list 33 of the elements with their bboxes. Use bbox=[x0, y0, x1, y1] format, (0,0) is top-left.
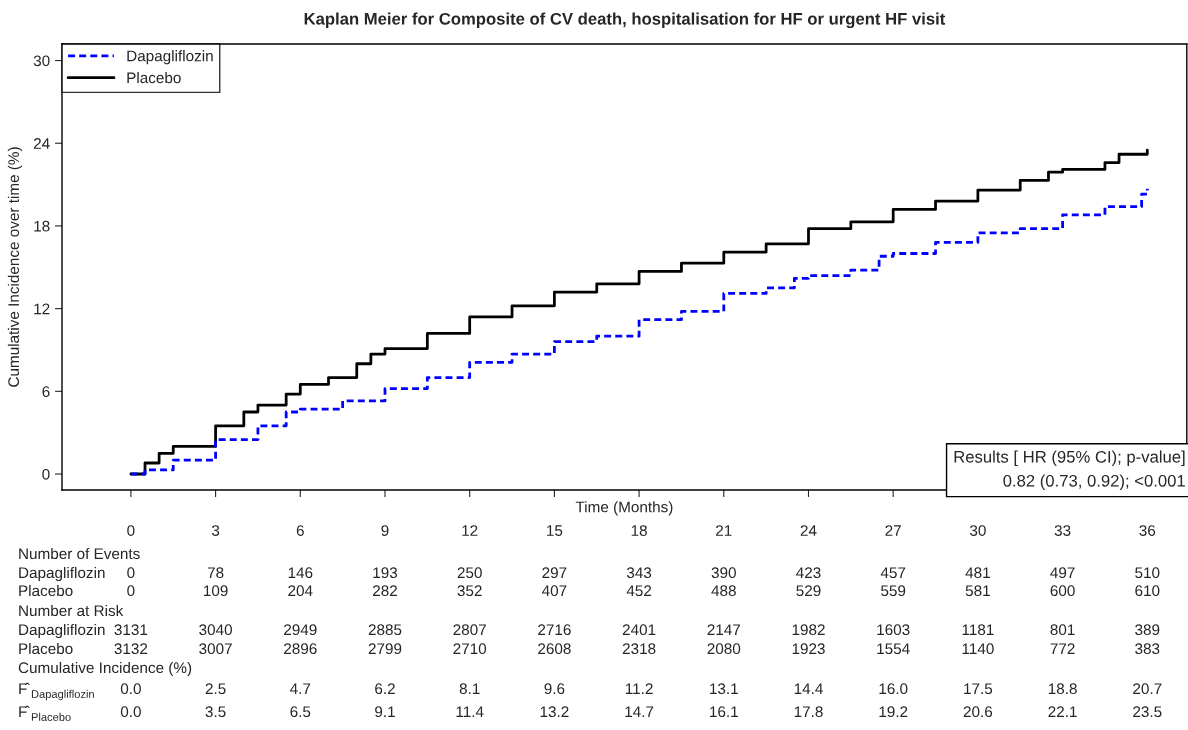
x-tick-label: 27 bbox=[885, 525, 901, 536]
text: Cumulative Incidence (%) bbox=[18, 661, 192, 677]
x-tick-label: 24 bbox=[800, 525, 817, 536]
y-axis-title: Cumulative Incidence over time (%) bbox=[7, 147, 23, 387]
x-tick-label: 9 bbox=[381, 525, 389, 536]
y-tick-label: 0 bbox=[42, 468, 50, 480]
x-tick-label: 36 bbox=[1139, 525, 1156, 536]
x-tick-label: 3 bbox=[211, 525, 220, 536]
x-tick-label: 21 bbox=[716, 525, 732, 536]
text: Placebo 3132 3007 2896 2799 2710 2608 2318 2080 1923 1554 1140 772 383 bbox=[19, 642, 1160, 655]
x-tick-label: 15 bbox=[547, 525, 563, 536]
legend-label: Placebo bbox=[127, 71, 181, 84]
x-axis-title: Time (Months) bbox=[575, 501, 673, 516]
text: Dapagliflozin 0 78 146 193 250 297 343 390 423 457 481 497 510 bbox=[19, 566, 1160, 582]
annotation: 0.82 (0.73, 0.92); <0.001 bbox=[1003, 474, 1185, 490]
chart-title: Kaplan Meier for Composite of CV death, hospitalisation for HF or urgent HF visit bbox=[304, 12, 946, 29]
x-tick-label: 33 bbox=[1054, 525, 1071, 536]
text: Number of Events bbox=[19, 547, 140, 560]
x-tick-label: 18 bbox=[631, 525, 647, 536]
y-tick-label: 18 bbox=[34, 220, 50, 232]
text: Placebo 0 109 204 282 352 407 452 488 529 559 581 600 610 bbox=[19, 584, 1160, 597]
y-tick-label: 12 bbox=[34, 303, 50, 315]
text: Number at Risk bbox=[19, 604, 124, 617]
x-tick-label: 12 bbox=[462, 525, 478, 536]
y-tick-label: 6 bbox=[42, 386, 50, 397]
y-tick-label: 24 bbox=[33, 138, 50, 149]
text: Dapagliflozin 3131 3040 2949 2885 2807 2716 2401 2147 1982 1603 1181 801 389 bbox=[19, 623, 1160, 639]
annotation: Results [ HR (95% CI); p-value] bbox=[954, 450, 1185, 467]
y-tick-label: 30 bbox=[33, 55, 50, 67]
legend-label: Dapagliflozin bbox=[127, 50, 213, 65]
x-tick-label: 30 bbox=[969, 525, 986, 536]
x-tick-label: 6 bbox=[296, 525, 304, 536]
x-tick-label: 0 bbox=[127, 525, 135, 536]
